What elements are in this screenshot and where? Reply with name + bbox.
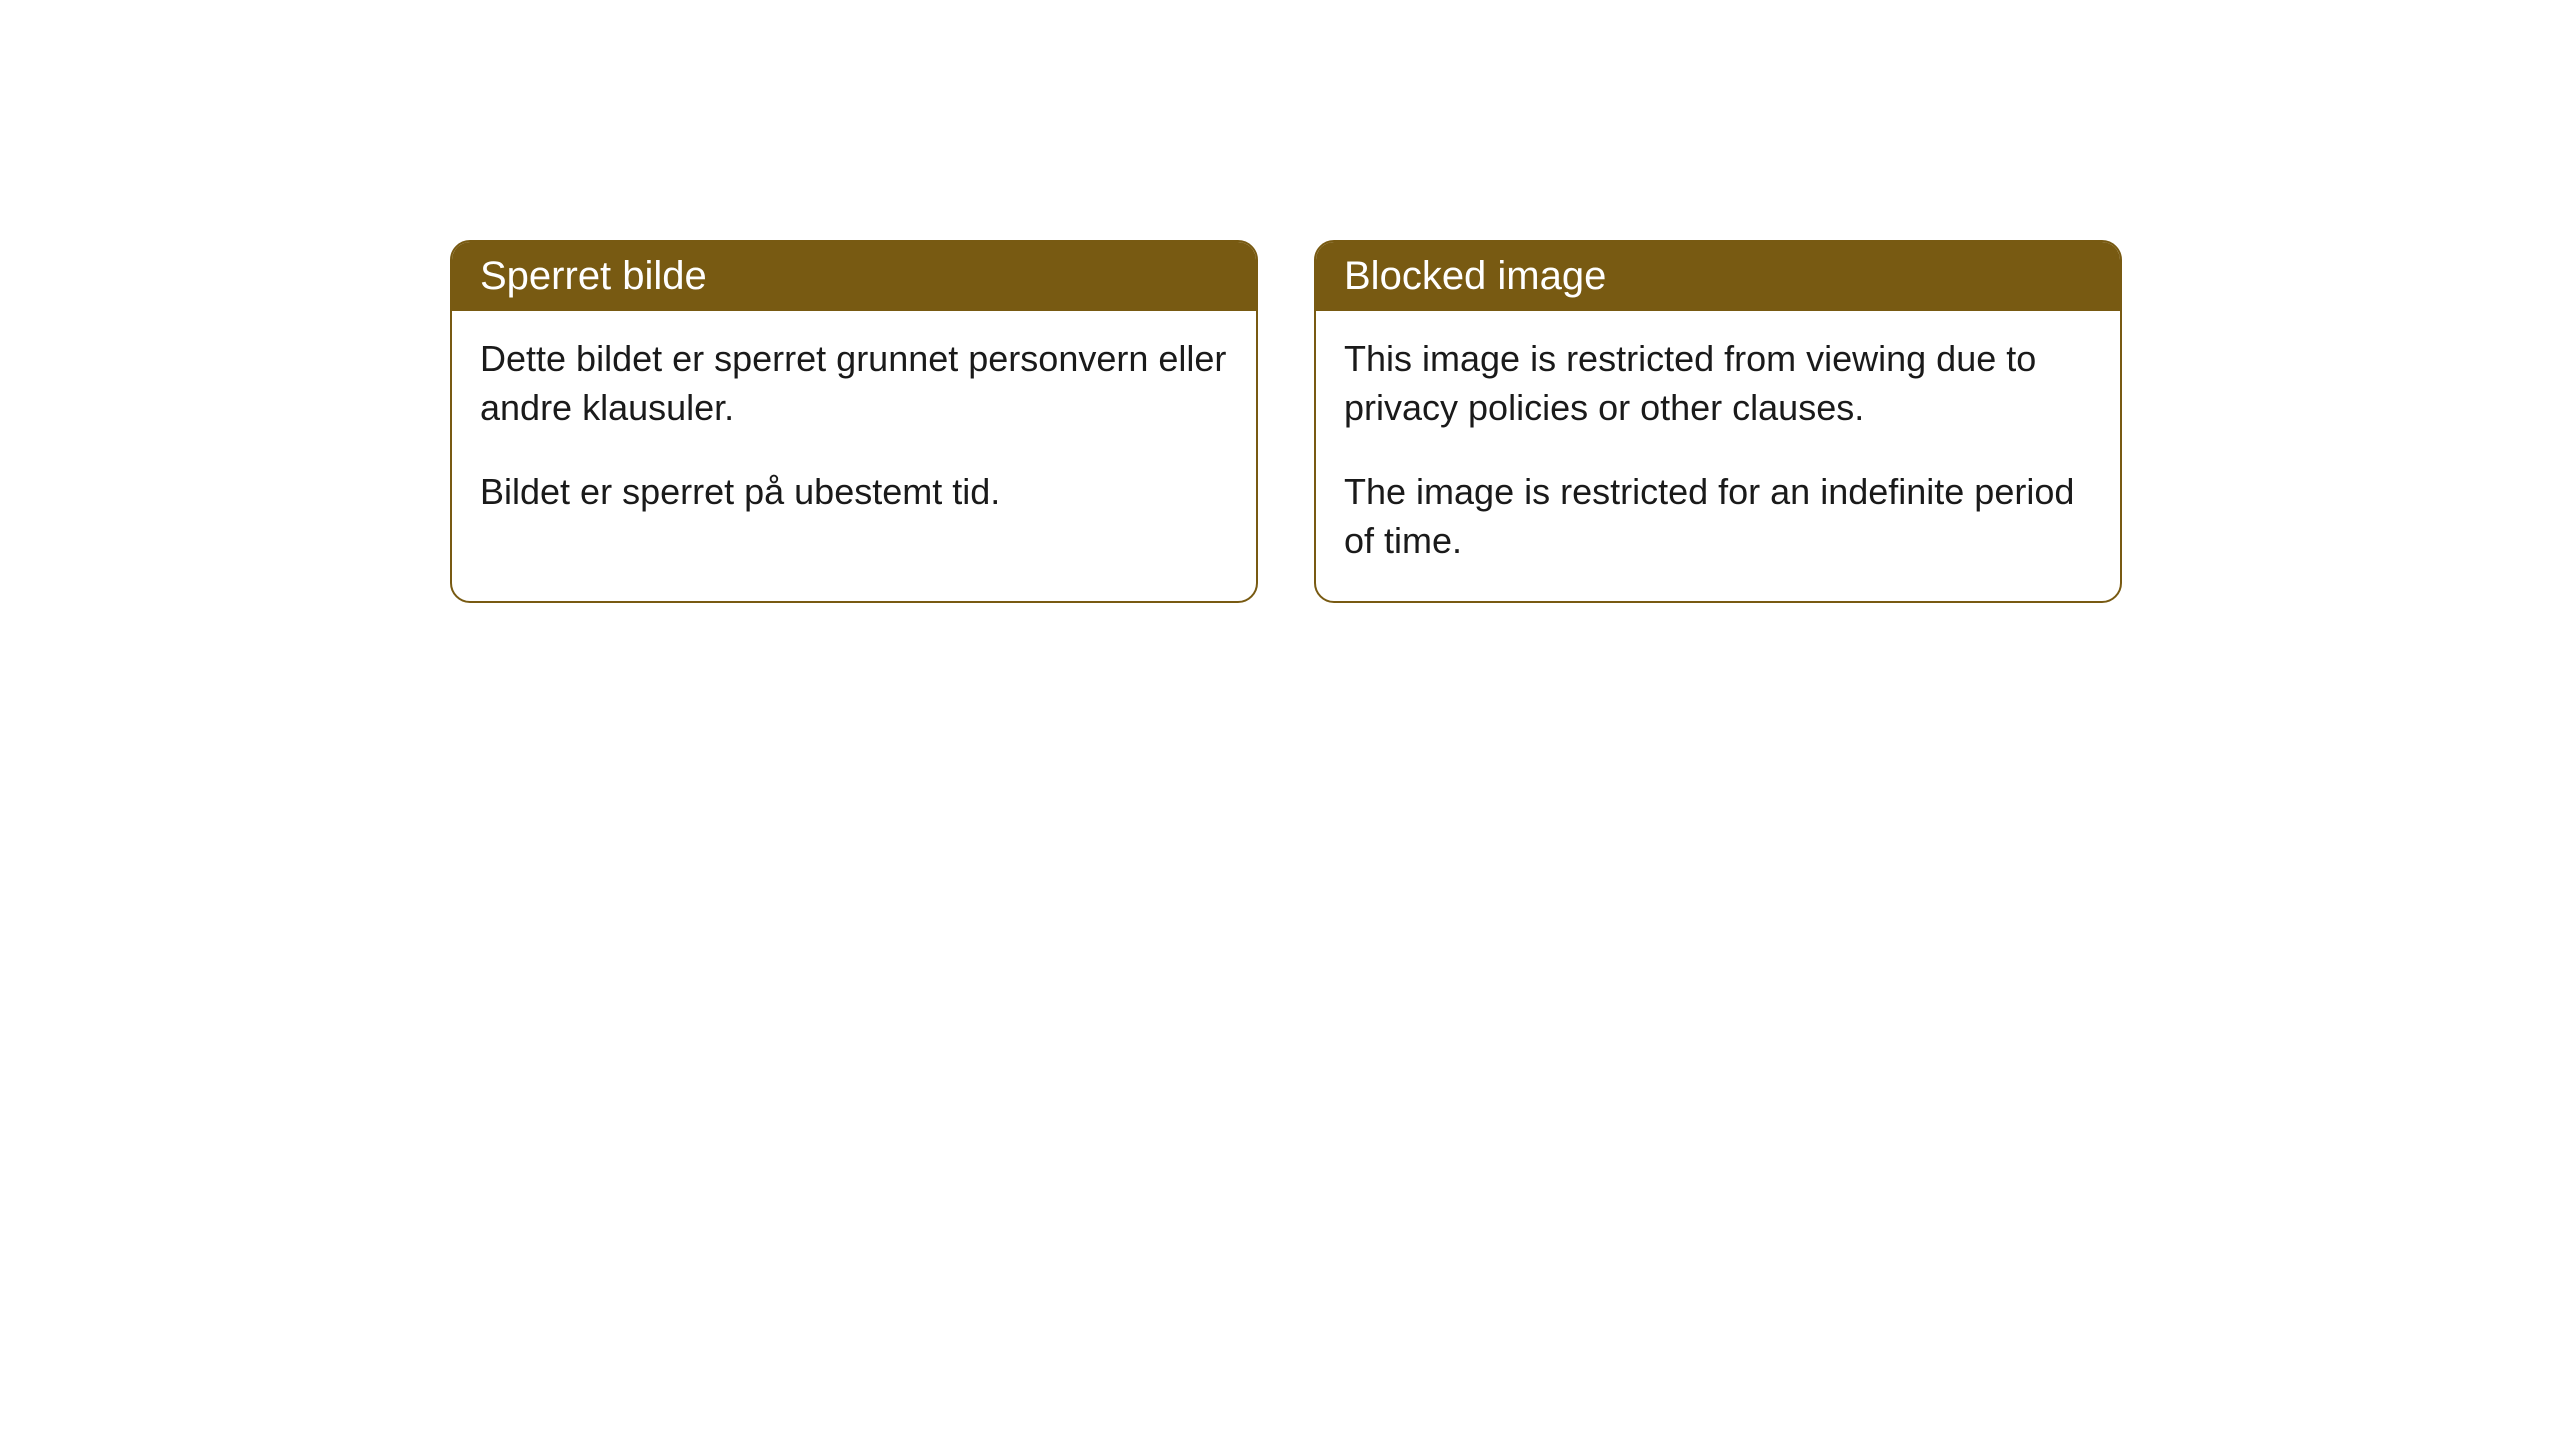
card-title: Sperret bilde <box>480 254 707 298</box>
notice-card-english: Blocked image This image is restricted f… <box>1314 240 2122 603</box>
card-paragraph: This image is restricted from viewing du… <box>1344 335 2092 432</box>
card-paragraph: The image is restricted for an indefinit… <box>1344 468 2092 565</box>
card-header: Sperret bilde <box>452 242 1256 311</box>
notice-cards-container: Sperret bilde Dette bildet er sperret gr… <box>450 240 2122 603</box>
card-paragraph: Dette bildet er sperret grunnet personve… <box>480 335 1228 432</box>
notice-card-norwegian: Sperret bilde Dette bildet er sperret gr… <box>450 240 1258 603</box>
card-body: Dette bildet er sperret grunnet personve… <box>452 311 1256 553</box>
card-body: This image is restricted from viewing du… <box>1316 311 2120 601</box>
card-paragraph: Bildet er sperret på ubestemt tid. <box>480 468 1228 517</box>
card-title: Blocked image <box>1344 254 1606 298</box>
card-header: Blocked image <box>1316 242 2120 311</box>
